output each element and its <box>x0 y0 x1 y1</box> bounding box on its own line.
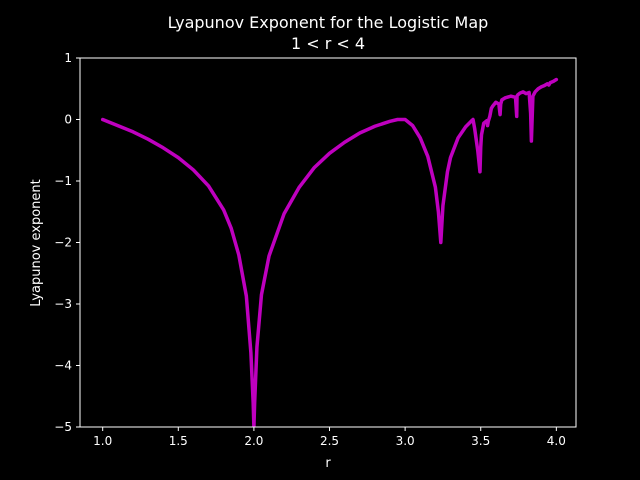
y-tick-label: −5 <box>54 420 72 434</box>
x-tick-label: 2.5 <box>320 434 339 448</box>
x-tick-label: 1.5 <box>169 434 188 448</box>
series-layer <box>100 77 559 427</box>
y-axis: 1 0 −1 −2 −3 −4 −5 <box>54 51 80 434</box>
y-tick-label: −3 <box>54 297 72 311</box>
x-tick-label: 2.0 <box>244 434 263 448</box>
series-line-0 <box>100 77 559 427</box>
x-tick-label: 4.0 <box>547 434 566 448</box>
y-axis-label: Lyapunov exponent <box>29 179 44 306</box>
chart-title: Lyapunov Exponent for the Logistic Map <box>168 13 489 32</box>
y-tick-label: −1 <box>54 174 72 188</box>
x-tick-label: 3.0 <box>396 434 415 448</box>
chart-subtitle: 1 < r < 4 <box>291 34 365 53</box>
x-axis-label: r <box>325 456 331 471</box>
y-tick-label: 1 <box>64 51 72 65</box>
y-tick-label: 0 <box>64 113 72 127</box>
x-tick-label: 3.5 <box>471 434 490 448</box>
x-tick-label: 1.0 <box>93 434 112 448</box>
x-axis: 1.0 1.5 2.0 2.5 3.0 3.5 4.0 <box>93 427 566 448</box>
y-tick-label: −4 <box>54 359 72 373</box>
y-tick-label: −2 <box>54 236 72 250</box>
